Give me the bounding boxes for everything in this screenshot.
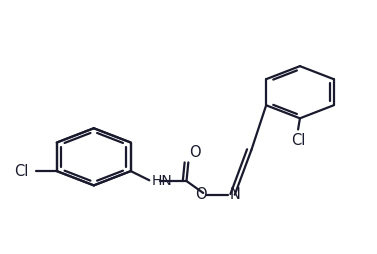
Text: O: O [196, 187, 207, 202]
Text: HN: HN [151, 174, 172, 188]
Text: Cl: Cl [15, 164, 29, 179]
Text: N: N [229, 187, 240, 202]
Text: Cl: Cl [291, 133, 305, 148]
Text: O: O [190, 145, 201, 160]
